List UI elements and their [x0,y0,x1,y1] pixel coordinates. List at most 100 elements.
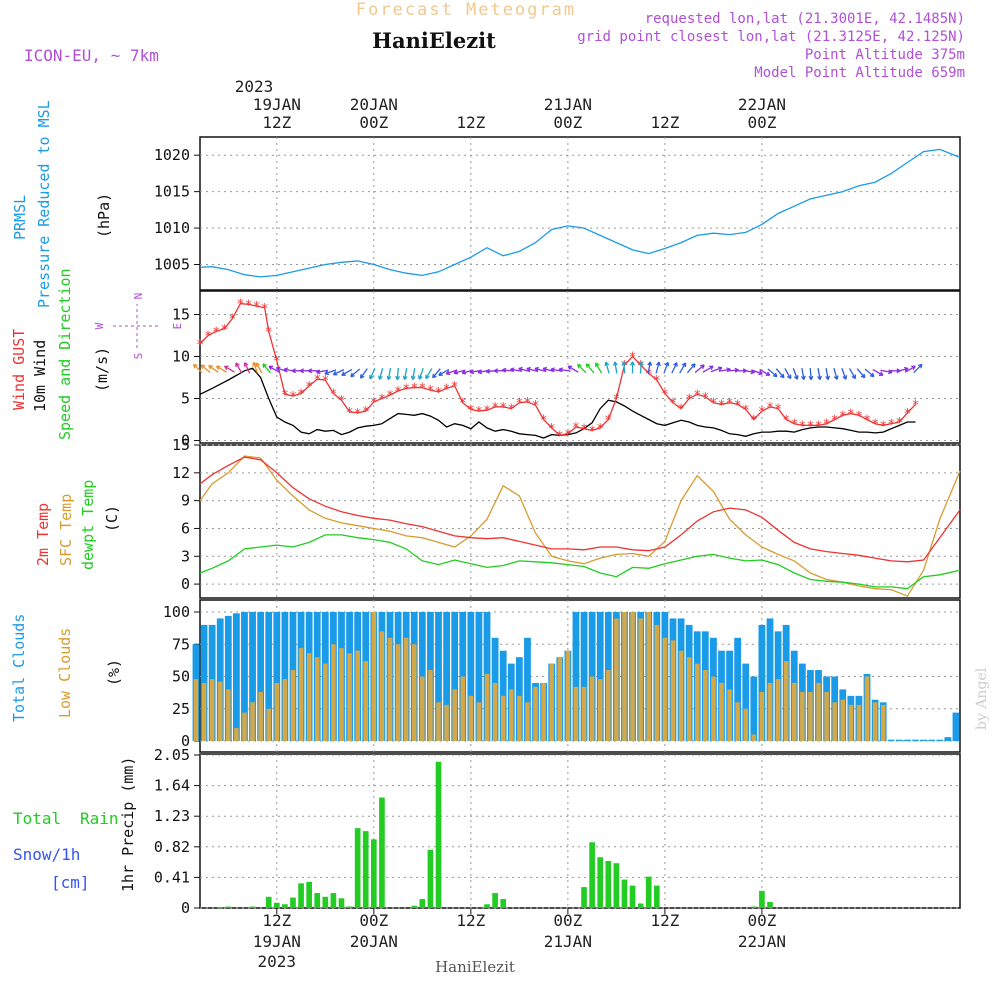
cloud-low-bar [662,637,668,741]
ytick-label-clouds: 100 [163,603,190,621]
wind-arrowhead [586,363,591,366]
gust-marker: * [887,418,895,433]
cloud-low-bar [775,679,781,741]
bottom-date-label: 19JAN [253,932,301,951]
wind-arrowhead [453,369,458,374]
ytick-label-clouds: 25 [172,700,190,718]
wind-arrowhead [395,375,398,381]
top-hour-label: 12Z [456,113,485,132]
wind-arrow [403,368,408,380]
wind-arrow [418,368,424,380]
cloud-total-label: Total Clouds [10,614,28,722]
cloud-total-bar [443,612,450,741]
wind-arrow [880,369,893,373]
gust-marker: * [726,397,734,412]
top-date-label: 19JAN [253,95,301,114]
temp-dew-label: dewpt Temp [79,480,97,570]
wind-arrow [718,368,731,372]
gust-marker: * [839,409,847,424]
cloud-low-bar [703,670,708,741]
wind-arrow [904,365,916,373]
precip-bar [500,899,507,908]
snow-label: Snow/1h [13,845,80,864]
cloud-total-bar [467,612,475,741]
wind-unit: (m/s) [93,347,111,392]
gust-marker: * [297,387,305,402]
wind-arrow [864,368,875,378]
wind-arrow [534,367,547,373]
cloud-low-bar [678,650,684,741]
wind-gust-line [199,302,916,437]
gust-marker: * [766,401,774,416]
cloud-low-bar [492,682,498,741]
ytick-label-temp: 0 [181,575,190,593]
cloud-unit: (%) [105,659,123,686]
gust-marker: * [354,407,362,422]
wind-arrowhead [772,375,778,378]
panel-frame-precip [199,753,961,909]
precip-bar [759,890,765,908]
cloud-total-bar [249,612,256,741]
wind-arrowhead [800,376,805,381]
wind-arrow [453,369,466,374]
wind-arrow [396,368,399,380]
top-date-label: 21JAN [544,95,592,114]
bottom-date-label: 20JAN [350,932,398,951]
precip-bar [362,831,369,908]
cloud-low-bar [298,648,304,741]
pressure-unit: (hPa) [95,193,113,238]
wind-arrow [567,365,579,373]
cloud-low-bar [686,657,692,741]
wind-arrowhead [649,361,653,366]
cloud-low-bar [767,682,773,741]
precip-bar [484,904,490,908]
precip-bar [290,897,296,908]
wind-arrow [585,363,595,374]
precip-bar [613,863,620,908]
cloud-low-bar [670,640,676,741]
precip-bar [653,885,660,908]
gust-marker: * [629,351,637,366]
cloud-low-bar [856,704,862,741]
gust-marker: * [758,405,766,420]
wind-arrowhead [193,363,198,367]
cloud-total-bar [936,739,944,741]
gust-marker: * [709,397,717,412]
cloud-low-bar [533,686,538,741]
wind-arrowhead [786,375,792,380]
cloud-total-bar [435,612,442,741]
wind-dir-label: Speed and Direction [56,268,74,440]
wind-arrow [526,367,539,373]
wind-arrow [387,368,392,380]
precip-bar [265,896,272,908]
cloud-low-bar [589,676,595,741]
wind-arrowhead [912,365,916,371]
panel-frame-pressure [199,136,961,291]
wind-arrowhead [518,366,523,370]
wind-arrowhead [510,367,515,370]
wind-arrow [809,368,812,380]
precip-bar [597,857,604,908]
cloud-total-bar [758,624,766,741]
wind-arrowhead [631,361,636,366]
precip-bar [419,899,426,908]
ytick-label-precip: 1.64 [154,777,190,795]
wind-arrowhead [793,376,798,380]
cloud-total-bar [887,739,895,741]
compass-s: S [132,353,145,360]
cloud-low-bar [864,676,870,741]
wind-arrowhead [418,375,420,380]
cloud-low-bar [363,661,369,741]
gust-marker: * [904,407,912,422]
gust-marker: * [831,413,839,428]
wind-10m-line [199,367,916,439]
wind-arrow [710,367,723,373]
top-date-label: 22JAN [738,95,786,114]
gust-marker: * [459,397,467,412]
cloud-low-bar [751,734,757,741]
precip-bar [751,906,757,908]
gust-marker: * [228,313,236,328]
ytick-label-clouds: 75 [172,635,190,653]
wind-arrowhead [201,364,206,367]
wind-arrowhead [758,373,763,376]
